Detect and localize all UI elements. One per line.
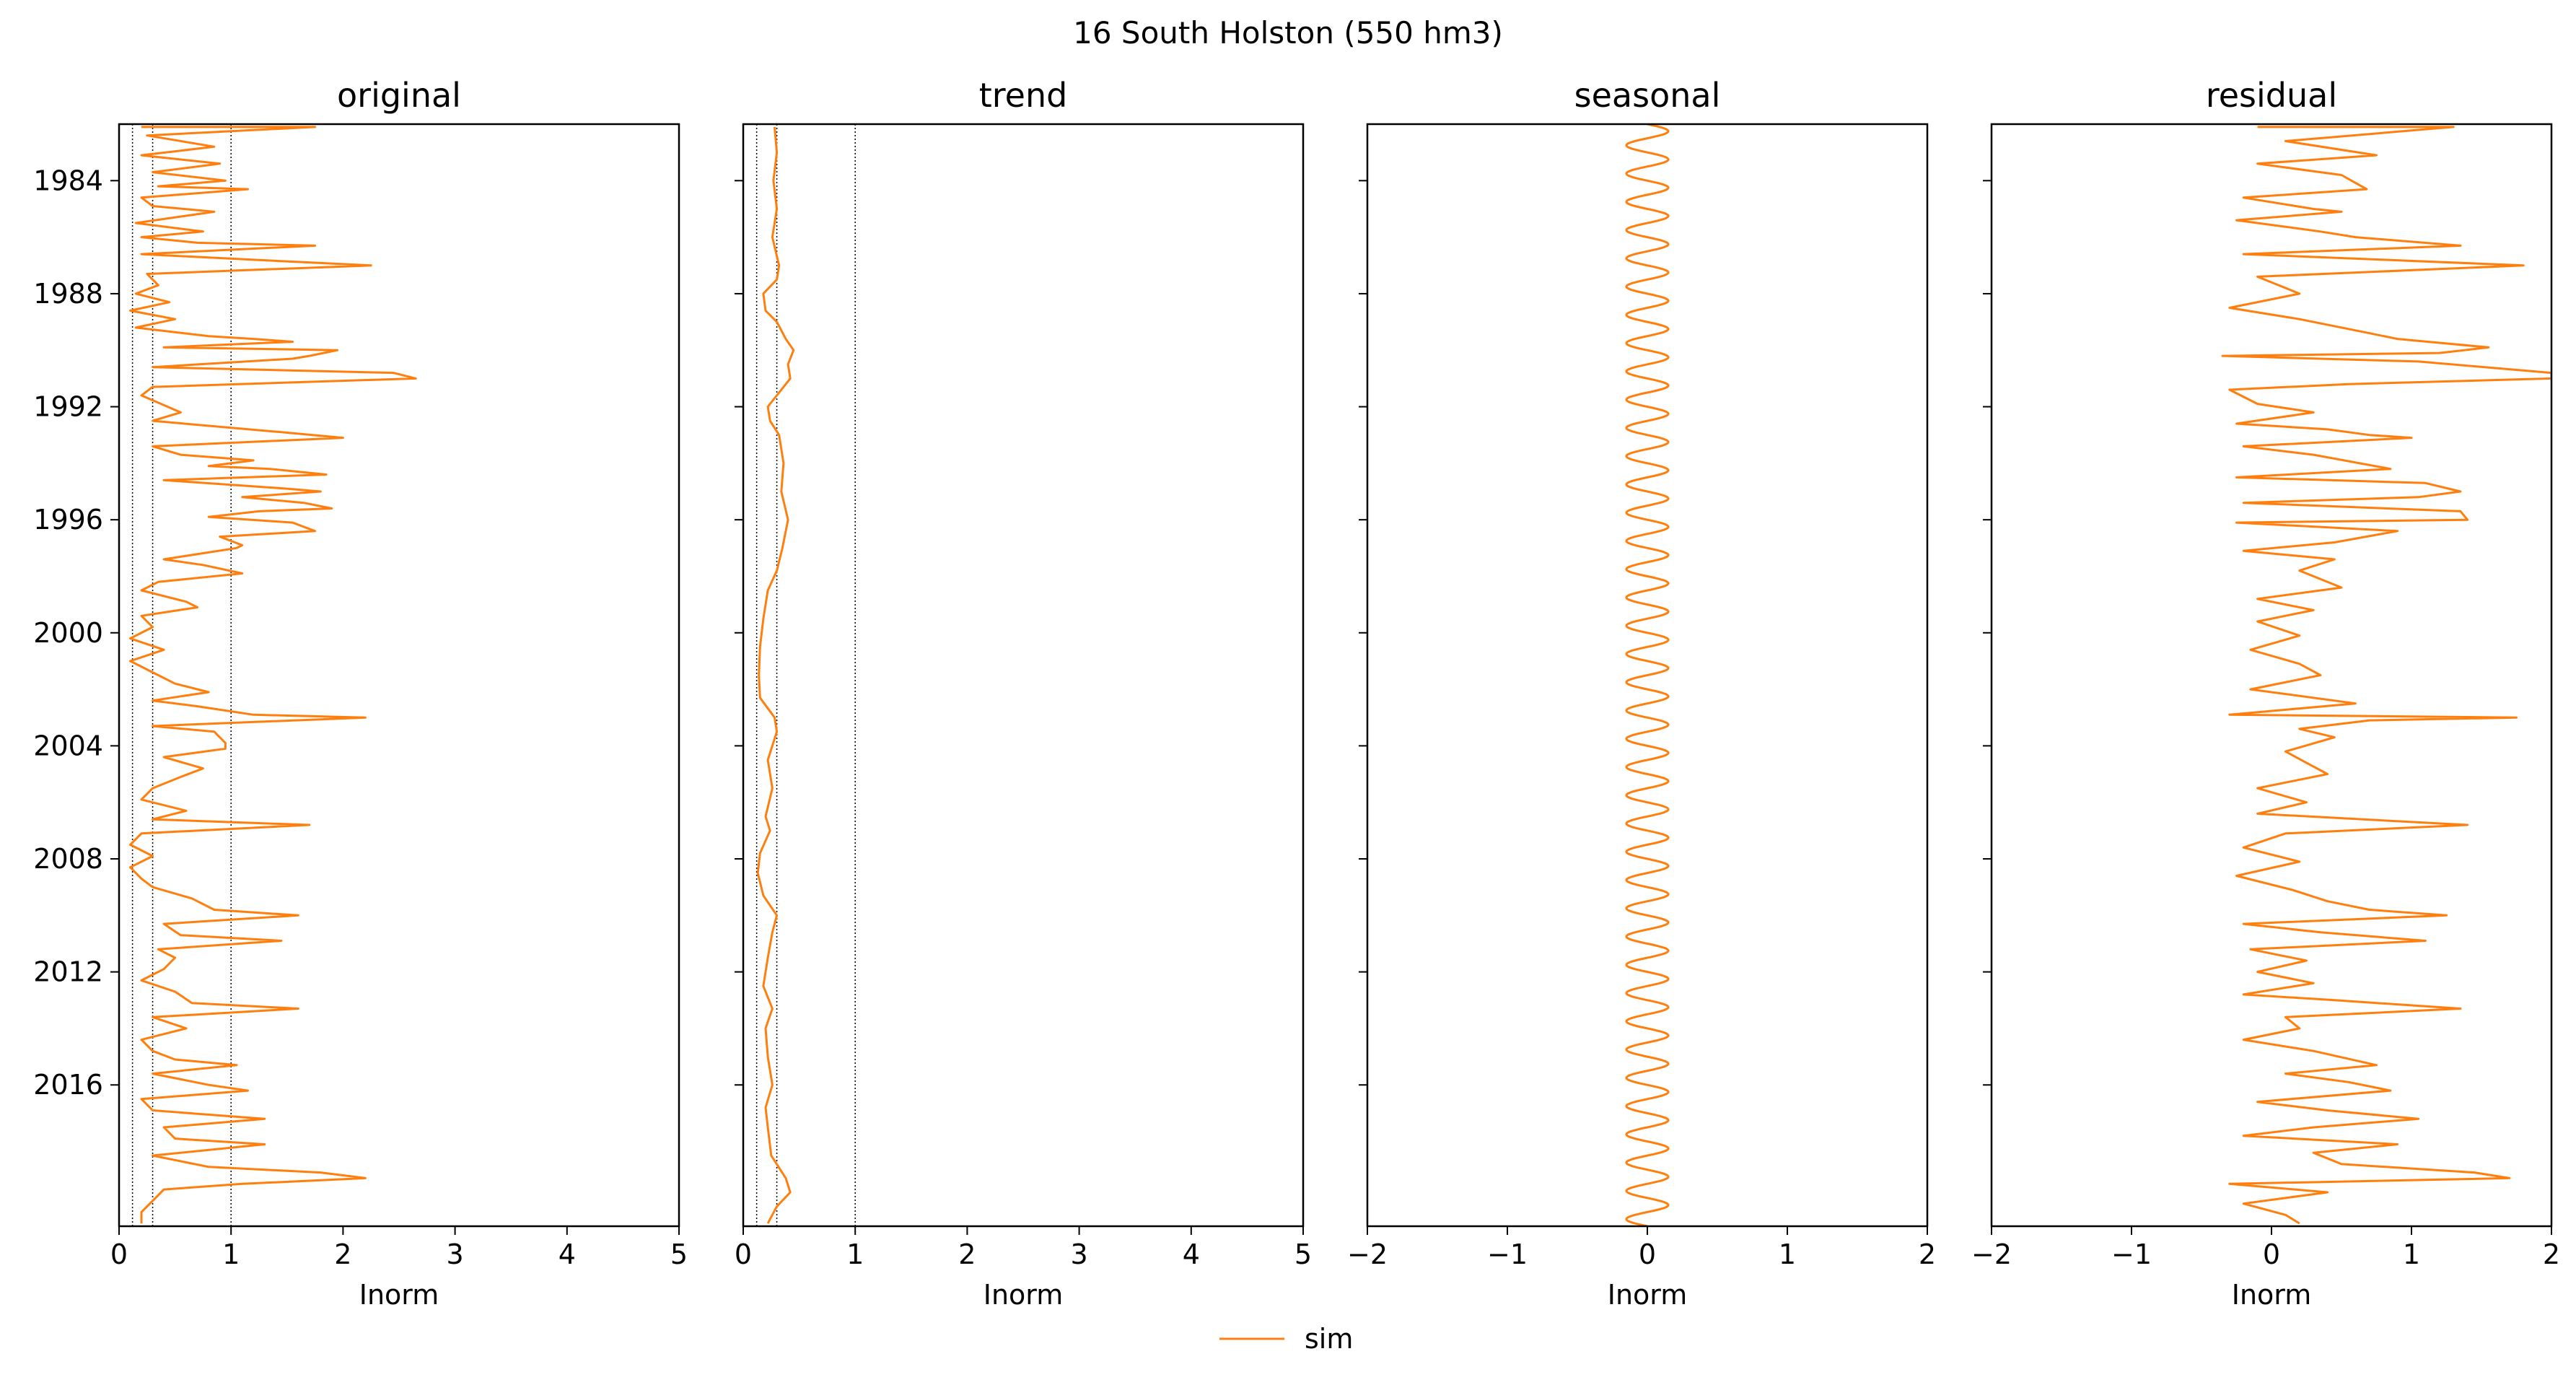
x-tick-label: −1	[2111, 1238, 2152, 1270]
subplot-residual: residual −2 −1 0 1 2 Inorm	[1971, 76, 2560, 1311]
y-tick-label: 1996	[33, 504, 103, 536]
x-tick-label: 2	[334, 1238, 351, 1270]
y-tick-label: 2004	[33, 730, 103, 761]
y-tick-label: 2000	[33, 617, 103, 649]
x-tick-label: 1	[222, 1238, 240, 1270]
axes-frame	[118, 123, 680, 1228]
series-line-sim	[2221, 126, 2551, 1225]
x-tick-label: −2	[1971, 1238, 2012, 1270]
axes-frame	[742, 123, 1305, 1228]
subplot-original: original 0 1 2 3 4 5 Inorm 1984 1988 1992 1996 2000 2…	[33, 76, 688, 1311]
x-axis-label: Inorm	[983, 1279, 1064, 1311]
x-axis-label: Inorm	[2232, 1279, 2312, 1311]
x-tick-label: 1	[1779, 1238, 1796, 1270]
subplot-trend: trend 0 1 2 3 4 5 Inorm	[735, 76, 1312, 1311]
subplot-title: residual	[2206, 76, 2337, 115]
y-tick-label: 1988	[33, 278, 103, 310]
legend-label-sim: sim	[1305, 1323, 1353, 1355]
subplot-seasonal: seasonal −2 −1 0 1 2 Inorm	[1347, 76, 1936, 1311]
x-tick-label: −1	[1487, 1238, 1528, 1270]
x-tick-label: 5	[1294, 1238, 1312, 1270]
figure-title: 16 South Holston (550 hm3)	[1073, 15, 1503, 51]
legend: sim	[1219, 1323, 1353, 1355]
x-tick-label: 1	[2403, 1238, 2420, 1270]
x-tick-label: 2	[1919, 1238, 1936, 1270]
x-tick-label: 0	[735, 1238, 752, 1270]
x-tick-label: 5	[670, 1238, 688, 1270]
y-tick-label: 1984	[33, 165, 103, 196]
x-axis-label: Inorm	[359, 1279, 439, 1311]
x-axis-label: Inorm	[1608, 1279, 1688, 1311]
y-tick-label: 2016	[33, 1069, 103, 1101]
x-tick-label: 0	[110, 1238, 128, 1270]
x-tick-label: 2	[958, 1238, 976, 1270]
series-line-sim	[129, 126, 417, 1224]
y-tick-label: 2008	[33, 843, 103, 875]
subplot-title: trend	[979, 76, 1068, 115]
subplot-title: original	[337, 76, 461, 115]
x-tick-label: 0	[2263, 1238, 2280, 1270]
x-tick-label: 0	[1639, 1238, 1656, 1270]
subplot-title: seasonal	[1574, 76, 1721, 115]
x-tick-label: 1	[846, 1238, 864, 1270]
series-line-sim	[756, 126, 795, 1224]
y-tick-label: 2012	[33, 956, 103, 988]
x-tick-label: 3	[1071, 1238, 1088, 1270]
x-tick-label: 3	[447, 1238, 464, 1270]
x-tick-label: 2	[2543, 1238, 2560, 1270]
x-tick-label: 4	[1183, 1238, 1200, 1270]
y-tick-label: 1992	[33, 391, 103, 423]
x-tick-label: 4	[558, 1238, 576, 1270]
series-line-sim	[1625, 124, 1670, 1226]
x-tick-label: −2	[1347, 1238, 1388, 1270]
